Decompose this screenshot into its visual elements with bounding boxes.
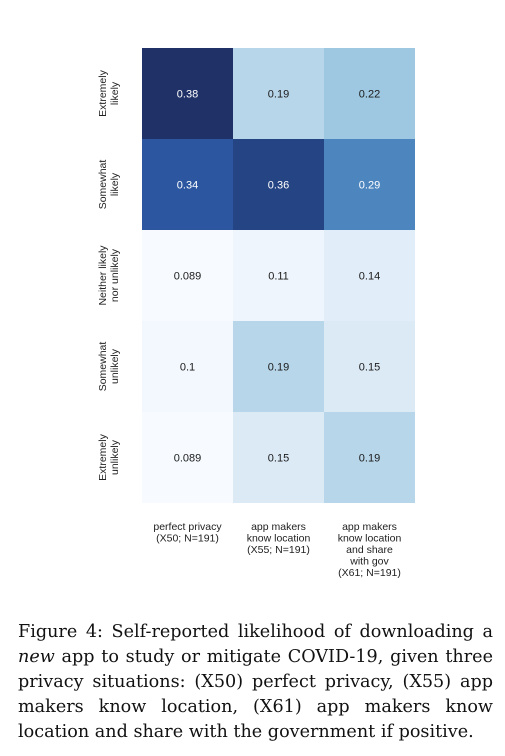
- heatmap-cell: [142, 412, 233, 503]
- row-label-line: Neither likely: [97, 245, 109, 306]
- cell-value-label: 0.1: [180, 362, 195, 374]
- row-label-line: Somewhat: [97, 342, 109, 392]
- cell-value-label: 0.22: [359, 89, 380, 101]
- column-label-line: with gov: [349, 556, 389, 568]
- heatmap-cell: [233, 230, 324, 321]
- cell-value-label: 0.36: [268, 180, 289, 192]
- cell-value-label: 0.15: [359, 362, 380, 374]
- column-label-line: (X55; N=191): [247, 544, 310, 556]
- figure-caption: Figure 4: Self-reported likelihood of do…: [18, 620, 493, 745]
- cell-value-label: 0.19: [268, 89, 289, 101]
- heatmap-cell: [324, 412, 415, 503]
- heatmap-cell: [324, 230, 415, 321]
- row-label-line: likely: [109, 172, 121, 196]
- heatmap-cell: [324, 48, 415, 139]
- caption-text-end: app to study or mitigate COVID-19, given…: [18, 647, 493, 742]
- cell-value-label: 0.15: [268, 453, 289, 465]
- row-label-line: unlikely: [109, 439, 121, 475]
- row-label-line: Extremely: [97, 433, 109, 480]
- column-label-line: know location: [247, 533, 311, 545]
- heatmap-cell: [324, 139, 415, 230]
- column-label: perfect privacy(X50; N=191): [153, 521, 222, 545]
- column-label-line: and share: [346, 544, 393, 556]
- column-label-line: (X50; N=191): [156, 533, 219, 545]
- heatmap-cell: [233, 48, 324, 139]
- row-label-line: unlikely: [109, 348, 121, 384]
- cell-value-label: 0.34: [177, 180, 198, 192]
- row-label: Somewhat likely: [97, 160, 121, 210]
- heatmap-cell: [142, 230, 233, 321]
- cell-value-label: 0.38: [177, 89, 198, 101]
- cell-value-label: 0.089: [174, 271, 202, 283]
- cell-value-label: 0.19: [268, 362, 289, 374]
- cell-value-label: 0.11: [268, 271, 289, 283]
- cell-value-label: 0.29: [359, 180, 380, 192]
- heatmap-cell: [142, 321, 233, 412]
- row-label-line: nor unlikely: [109, 248, 121, 302]
- caption-emphasis: new: [18, 647, 55, 667]
- column-label-line: app makers: [342, 521, 397, 533]
- row-label-line: Extremely: [97, 69, 109, 116]
- row-label: Neither likely nor unlikely: [97, 245, 121, 306]
- heatmap-cell: [233, 412, 324, 503]
- cell-value-label: 0.14: [359, 271, 380, 283]
- heatmap-cell: [233, 321, 324, 412]
- row-label-line: Somewhat: [97, 160, 109, 210]
- heatmap-cells: 0.38 0.19 0.22 0.34 0.36 0.29 0.089 0.11 0.14 0.1…: [142, 48, 415, 503]
- heatmap-cell: [142, 139, 233, 230]
- column-label-line: know location: [338, 533, 402, 545]
- row-label: Somewhat unlikely: [97, 342, 121, 392]
- cell-value-label: 0.19: [359, 453, 380, 465]
- heatmap-cell: [142, 48, 233, 139]
- column-label-line: perfect privacy: [153, 521, 222, 533]
- column-label-line: app makers: [251, 521, 306, 533]
- heatmap-figure: 0.38 0.19 0.22 0.34 0.36 0.29 0.089 0.11 0.14 0.1…: [97, 48, 415, 579]
- column-label-line: (X61; N=191): [338, 567, 401, 579]
- row-label-line: likely: [109, 81, 121, 105]
- row-label: Extremely likely: [97, 69, 121, 116]
- caption-text-start: Self-reported likelihood of downloading …: [111, 622, 494, 642]
- caption-label: Figure 4:: [18, 622, 103, 642]
- row-label: Extremely unlikely: [97, 433, 121, 480]
- cell-value-label: 0.089: [174, 453, 202, 465]
- heatmap-cell: [233, 139, 324, 230]
- column-labels: perfect privacy(X50; N=191)app makerskno…: [153, 521, 401, 579]
- heatmap-cell: [324, 321, 415, 412]
